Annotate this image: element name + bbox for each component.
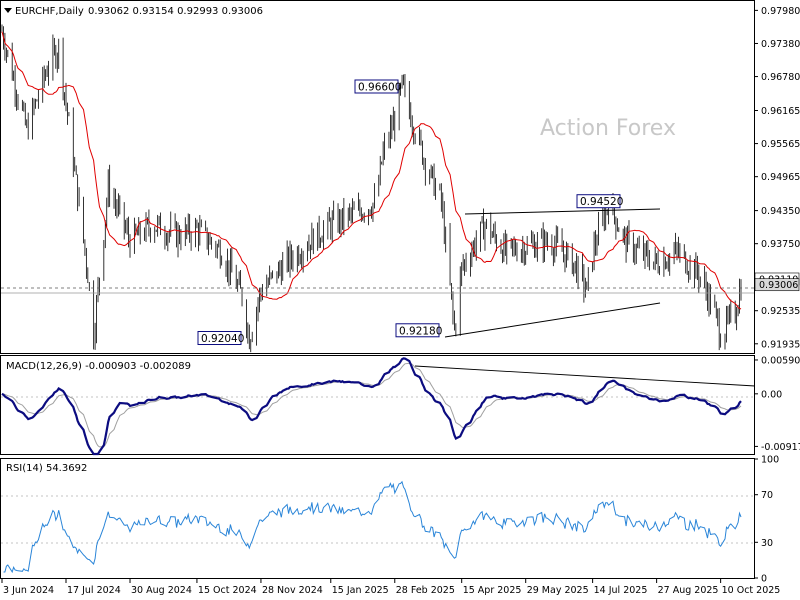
rsi-tick-label: 30 (761, 538, 773, 549)
rsi-tick-label: 100 (761, 455, 779, 466)
lower-trendline (444, 302, 661, 338)
macd-panel-frame (0, 355, 755, 455)
rsi-axis: 100 70 30 0 (754, 455, 779, 585)
time-tick-label: 29 May 2025 (527, 585, 589, 596)
price-tick-label: 0.97380 (761, 39, 800, 50)
macd-main-line (1, 357, 742, 456)
macd-label: MACD(12,26,9) -0.000903 -0.002089 (6, 361, 191, 372)
macd-axis: 0.005907 0.00 -0.009175 (754, 355, 800, 453)
macd-tick-label: 0.005907 (761, 355, 800, 366)
time-tick-label: 28 Feb 2025 (396, 585, 455, 596)
price-annotation-box (197, 331, 242, 346)
trendlines (444, 208, 661, 338)
price-annotation-box (395, 323, 440, 338)
price-tick-label: 0.97980 (761, 6, 800, 17)
time-tick-label: 3 Jun 2024 (3, 585, 54, 596)
price-annotation: 0.92180 (395, 323, 442, 338)
symbol-label: EURCHF,Daily (15, 6, 84, 17)
price-tick-label: 0.93750 (761, 239, 800, 250)
rsi-tick-label: 70 (761, 490, 773, 501)
time-tick-label: 15 Apr 2025 (463, 585, 522, 596)
rsi-label: RSI(14) 54.3692 (6, 463, 87, 474)
rsi-panel-frame (0, 458, 755, 579)
watermark-text: Action Forex (540, 116, 676, 141)
time-tick-label: 15 Jan 2025 (332, 585, 389, 596)
triangle-down-icon[interactable] (4, 8, 12, 13)
time-tick-label: 30 Aug 2024 (131, 585, 192, 596)
current-price-box (754, 278, 800, 292)
price-tick-label: 0.94350 (761, 206, 800, 217)
price-annotation-label: 0.94520 (580, 196, 623, 208)
time-tick-label: 14 Jul 2025 (594, 585, 648, 596)
rsi-line (3, 480, 742, 574)
price-panel: Action Forex 0.96600 0.94520 0.92180 0.9204… (0, 0, 755, 354)
price-annotation: 0.94520 (576, 194, 623, 209)
current-price-label: 0.93006 (759, 280, 798, 291)
price-tick-label: 0.94965 (761, 172, 800, 183)
price-annotation-label: 0.92040 (201, 333, 244, 345)
price-tick-label: 0.96165 (761, 106, 800, 117)
macd-trendline (414, 365, 756, 387)
price-tick-label: 0.95565 (761, 139, 800, 150)
price-annotation-label: 0.92180 (399, 325, 442, 337)
time-tick-label: 17 Jul 2024 (67, 585, 121, 596)
time-tick-label: 15 Oct 2024 (198, 585, 257, 596)
price-bars (1, 24, 742, 353)
annotations: 0.96600 0.94520 0.92180 0.92040 (197, 79, 623, 346)
macd-tick-label: -0.009175 (761, 442, 800, 453)
price-tick-label: 0.91935 (761, 339, 800, 350)
time-axis: 3 Jun 2024 17 Jul 2024 30 Aug 2024 15 Oct 2… (1, 578, 781, 596)
ohlc-values: 0.93062 0.93154 0.92993 0.93006 (88, 6, 263, 17)
time-tick-label: 28 Nov 2024 (262, 585, 323, 596)
time-tick-label: 10 Oct 2025 (722, 585, 781, 596)
price-annotation-box (576, 194, 621, 209)
upper-trendline (464, 208, 661, 215)
price-annotation-box (354, 79, 399, 94)
macd-panel: MACD(12,26,9) -0.000903 -0.002089 (0, 355, 756, 456)
price-axis: 0.97980 0.97380 0.96780 0.96165 0.95565 0.949… (754, 6, 800, 350)
price-tick-label: 0.96780 (761, 72, 800, 83)
macd-tick-label: 0.00 (761, 389, 782, 400)
price-tick-label: 0.92535 (761, 306, 800, 317)
rsi-tick-label: 0 (761, 574, 767, 585)
moving-average-line (1, 31, 742, 310)
rsi-panel: RSI(14) 54.3692 (0, 458, 755, 579)
time-tick-label: 27 Aug 2025 (658, 585, 719, 596)
price-annotation-label: 0.96600 (358, 81, 401, 93)
price-annotation: 0.92040 (197, 331, 244, 346)
price-annotation: 0.96600 (354, 79, 401, 94)
